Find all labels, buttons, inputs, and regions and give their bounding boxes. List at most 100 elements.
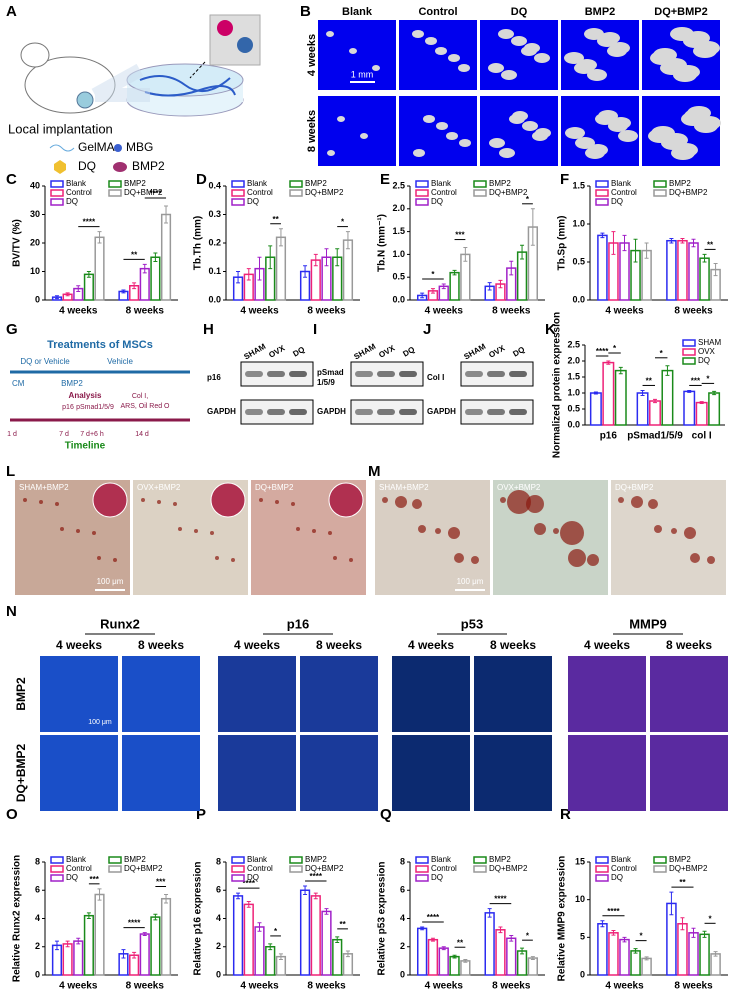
x-tick-label: 4 weeks (425, 981, 464, 992)
legend-swatch (595, 189, 609, 197)
y-tick-label: 0.4 (208, 180, 221, 190)
legend-label: MBG (126, 140, 153, 154)
lane-label: SHAM (242, 342, 267, 362)
error-bar (121, 289, 126, 294)
error-bar (164, 205, 169, 224)
legend-label: Control (611, 188, 637, 197)
bone-fragment (327, 150, 335, 156)
if-image (392, 735, 470, 811)
legend-label: DQ (431, 873, 443, 882)
legend-swatch (50, 189, 64, 197)
error-bar (452, 269, 457, 276)
legend-label: Control (431, 188, 457, 197)
error-bar (487, 282, 492, 291)
bone-fragment (575, 137, 595, 149)
lane-label: OVX (377, 343, 397, 360)
y-tick-label: 4 (216, 913, 221, 923)
micro-ct-image (399, 20, 477, 90)
bar (417, 927, 428, 976)
marker-label: Col I, (132, 393, 148, 400)
if-image (300, 656, 378, 732)
error-bar (520, 947, 525, 955)
x-tick-label: 4 weeks (59, 981, 98, 992)
panel-label: D (196, 171, 207, 188)
stain-spot (526, 495, 544, 513)
well-image (92, 482, 128, 518)
x-tick-label: pSmad1/5/9 (627, 431, 683, 442)
legend-swatch (289, 189, 303, 197)
panel-label: M (368, 463, 381, 480)
blot-band (267, 409, 285, 415)
error-bar (54, 940, 59, 951)
x-tick-label: 8 weeks (492, 306, 531, 317)
bar (484, 912, 495, 976)
y-tick-label: 0.0 (208, 294, 221, 304)
y-tick-label: 10 (30, 266, 40, 276)
legend-swatch (473, 189, 487, 197)
legend-swatch (415, 874, 429, 882)
stain-spot (210, 531, 214, 535)
scale-label: 100 μm (457, 577, 484, 586)
bar (695, 401, 708, 426)
if-image (218, 656, 296, 732)
target-label: 1/5/9 (317, 378, 335, 387)
sig-label: ** (679, 878, 686, 887)
sig-label: **** (243, 879, 256, 888)
bone-fragment (588, 144, 608, 156)
panel-label: K (545, 321, 556, 338)
well-image (210, 482, 246, 518)
error-bar (687, 389, 692, 393)
error-bar (593, 391, 598, 395)
bar (683, 390, 696, 426)
legend-label: DQ+BMP2 (305, 188, 344, 197)
legend-label: Control (611, 864, 637, 873)
bar (275, 236, 287, 301)
cm-label: CM (12, 379, 25, 388)
y-tick-label: 20 (30, 237, 40, 247)
if-image (218, 735, 296, 811)
stain-spot (157, 500, 161, 504)
legend-label: DQ+BMP2 (489, 188, 528, 197)
bar (688, 932, 699, 976)
error-bar (669, 237, 674, 244)
bar (73, 940, 84, 976)
error-bar (713, 951, 718, 957)
bar (83, 273, 94, 301)
legend-swatch (231, 180, 245, 188)
stain-spot (141, 498, 145, 502)
error-bar (420, 926, 425, 931)
stain-spot (231, 558, 235, 562)
y-tick-label: 0 (35, 294, 40, 304)
stain-spot (654, 525, 662, 533)
bone-fragment (524, 43, 540, 53)
column-label: 8 weeks (666, 638, 712, 652)
bar (619, 938, 630, 976)
panel-label: R (560, 806, 571, 823)
legend-swatch (595, 856, 609, 864)
column-label: Blank (342, 6, 373, 18)
error-bar (680, 237, 685, 244)
legend-swatch (289, 856, 303, 864)
bone-fragment (564, 52, 584, 64)
legend-label: SHAM (698, 338, 721, 347)
legend-swatch (653, 189, 667, 197)
if-image (300, 735, 378, 811)
stain-spot (648, 499, 658, 509)
stain-spot (194, 529, 198, 533)
stain-spot (587, 554, 599, 566)
y-tick-label: 1.5 (392, 226, 405, 236)
bone-fragment (598, 110, 618, 122)
legend-label: DQ+BMP2 (669, 864, 708, 873)
y-tick-label: 2 (400, 941, 405, 951)
stain-spot (92, 531, 96, 535)
error-bar (600, 920, 605, 928)
bar (688, 242, 699, 301)
error-bar (76, 937, 81, 945)
stain-spot (97, 556, 101, 560)
bone-fragment (489, 138, 505, 148)
y-tick-label: 0.5 (572, 256, 585, 266)
bar (608, 932, 619, 976)
lane-label: DQ (291, 345, 306, 359)
column-label: DQ+BMP2 (654, 6, 708, 18)
y-tick-label: 0.2 (208, 237, 221, 247)
